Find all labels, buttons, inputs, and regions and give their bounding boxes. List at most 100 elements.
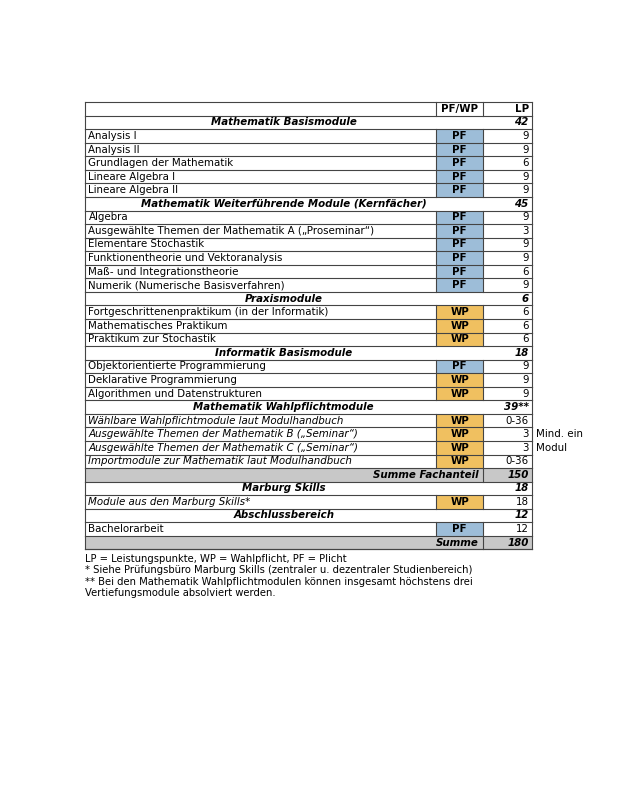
Text: Mathematik Basismodule: Mathematik Basismodule xyxy=(211,118,357,127)
Text: 45: 45 xyxy=(514,199,529,209)
Bar xyxy=(85,278,532,292)
Bar xyxy=(85,319,532,333)
Text: WP: WP xyxy=(450,321,469,330)
Text: 3: 3 xyxy=(522,442,529,453)
Bar xyxy=(85,238,532,251)
Text: Modul: Modul xyxy=(537,442,567,453)
Bar xyxy=(436,183,483,197)
Text: WP: WP xyxy=(450,429,469,439)
Text: Analysis II: Analysis II xyxy=(88,145,140,154)
Text: WP: WP xyxy=(450,456,469,466)
Text: 150: 150 xyxy=(507,470,529,480)
Bar xyxy=(436,156,483,170)
Text: PF: PF xyxy=(453,131,467,141)
Text: PF: PF xyxy=(453,172,467,182)
Text: Mathematisches Praktikum: Mathematisches Praktikum xyxy=(88,321,228,330)
Text: PF: PF xyxy=(453,253,467,263)
Text: LP: LP xyxy=(515,104,529,114)
Text: 9: 9 xyxy=(522,145,529,154)
Bar xyxy=(85,441,532,454)
Bar xyxy=(436,454,483,468)
Text: Module aus den Marburg Skills*: Module aus den Marburg Skills* xyxy=(88,497,251,507)
Bar xyxy=(85,360,532,374)
Text: Mind. ein: Mind. ein xyxy=(537,429,583,439)
Bar xyxy=(436,251,483,265)
Bar xyxy=(85,210,532,224)
Text: Objektorientierte Programmierung: Objektorientierte Programmierung xyxy=(88,362,266,371)
Bar xyxy=(436,143,483,156)
Bar xyxy=(436,238,483,251)
Text: 6: 6 xyxy=(522,294,529,304)
Bar xyxy=(436,333,483,346)
Bar xyxy=(436,441,483,454)
Text: PF: PF xyxy=(453,524,467,534)
Bar xyxy=(85,509,532,522)
Bar xyxy=(85,536,532,550)
Text: 18: 18 xyxy=(514,483,529,494)
Text: WP: WP xyxy=(450,389,469,398)
Bar xyxy=(85,454,532,468)
Bar xyxy=(436,495,483,509)
Bar xyxy=(436,522,483,536)
Bar xyxy=(436,386,483,400)
Text: Numerik (Numerische Basisverfahren): Numerik (Numerische Basisverfahren) xyxy=(88,280,285,290)
Bar xyxy=(85,400,532,414)
Text: WP: WP xyxy=(450,442,469,453)
Text: 0-36: 0-36 xyxy=(505,416,529,426)
Bar xyxy=(85,265,532,278)
Text: 9: 9 xyxy=(522,253,529,263)
Text: 18: 18 xyxy=(514,348,529,358)
Text: Ausgewählte Themen der Mathematik B („Seminar“): Ausgewählte Themen der Mathematik B („Se… xyxy=(88,429,358,439)
Bar xyxy=(85,251,532,265)
Bar xyxy=(436,374,483,386)
Bar xyxy=(436,130,483,143)
Text: PF: PF xyxy=(453,186,467,195)
Text: PF: PF xyxy=(453,280,467,290)
Text: WP: WP xyxy=(450,416,469,426)
Bar xyxy=(85,522,532,536)
Bar xyxy=(436,360,483,374)
Bar xyxy=(436,265,483,278)
Bar xyxy=(85,333,532,346)
Bar xyxy=(85,427,532,441)
Text: 12: 12 xyxy=(514,510,529,521)
Bar xyxy=(85,197,532,210)
Bar xyxy=(85,468,532,482)
Text: Praxismodule: Praxismodule xyxy=(245,294,323,304)
Text: 9: 9 xyxy=(522,186,529,195)
Bar xyxy=(85,116,532,130)
Text: Wählbare Wahlpflichtmodule laut Modulhandbuch: Wählbare Wahlpflichtmodule laut Modulhan… xyxy=(88,416,344,426)
Text: 9: 9 xyxy=(522,375,529,385)
Bar xyxy=(436,306,483,319)
Bar xyxy=(436,224,483,238)
Bar xyxy=(436,414,483,427)
Text: 9: 9 xyxy=(522,131,529,141)
Bar xyxy=(85,130,532,143)
Text: Algorithmen und Datenstrukturen: Algorithmen und Datenstrukturen xyxy=(88,389,263,398)
Text: PF: PF xyxy=(453,239,467,250)
Bar xyxy=(436,319,483,333)
Bar xyxy=(436,427,483,441)
Text: Marburg Skills: Marburg Skills xyxy=(242,483,325,494)
Bar xyxy=(85,414,532,427)
Text: PF: PF xyxy=(453,145,467,154)
Bar xyxy=(85,292,532,306)
Text: Analysis I: Analysis I xyxy=(88,131,137,141)
Text: WP: WP xyxy=(450,334,469,344)
Bar xyxy=(85,143,532,156)
Text: PF: PF xyxy=(453,158,467,168)
Text: 3: 3 xyxy=(522,226,529,236)
Text: 180: 180 xyxy=(507,538,529,548)
Text: Fortgeschrittenenpraktikum (in der Informatik): Fortgeschrittenenpraktikum (in der Infor… xyxy=(88,307,329,318)
Text: Summe: Summe xyxy=(435,538,478,548)
Text: 18: 18 xyxy=(515,497,529,507)
Text: Bachelorarbeit: Bachelorarbeit xyxy=(88,524,164,534)
Text: Abschlussbereich: Abschlussbereich xyxy=(233,510,334,521)
Bar xyxy=(85,224,532,238)
Text: Maß- und Integrationstheorie: Maß- und Integrationstheorie xyxy=(88,266,239,277)
Text: 6: 6 xyxy=(522,307,529,318)
Bar xyxy=(85,183,532,197)
Text: 6: 6 xyxy=(522,158,529,168)
Text: Ausgewählte Themen der Mathematik C („Seminar“): Ausgewählte Themen der Mathematik C („Se… xyxy=(88,442,359,453)
Text: Funktionentheorie und Vektoranalysis: Funktionentheorie und Vektoranalysis xyxy=(88,253,283,263)
